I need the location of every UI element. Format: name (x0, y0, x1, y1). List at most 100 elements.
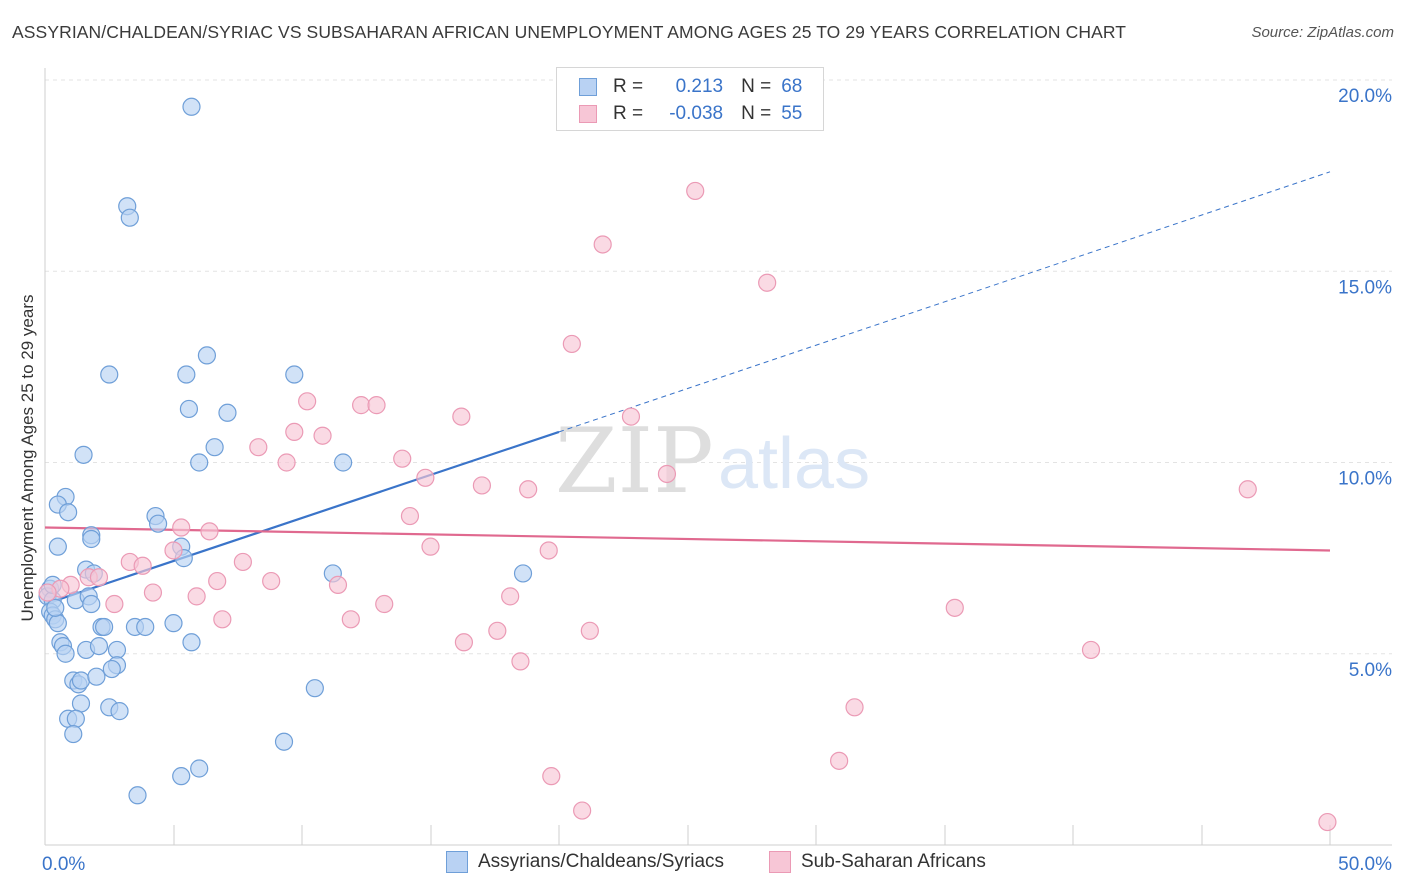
data-point-assyrian (46, 598, 65, 617)
data-point-assyrian (128, 786, 147, 805)
data-point-assyrian (274, 732, 294, 751)
legend-r-label: R = (613, 103, 644, 124)
data-point-subsaharan (367, 396, 386, 415)
source-label: Source: ZipAtlas.com (1251, 24, 1394, 41)
legend-row-subsaharan: R = -0.038 N = 55 (579, 102, 802, 126)
data-point-subsaharan (501, 587, 520, 606)
data-point-subsaharan (488, 621, 507, 640)
data-point-subsaharan (298, 392, 317, 411)
data-point-assyrian (87, 667, 106, 686)
data-point-subsaharan (375, 594, 394, 614)
legend-n-value: 68 (781, 76, 803, 97)
data-point-assyrian (100, 365, 119, 384)
data-point-assyrian (182, 633, 201, 652)
trendline-assyrian (44, 430, 560, 606)
data-point-subsaharan (1238, 480, 1257, 499)
data-point-subsaharan (233, 552, 252, 572)
tick-label-layer: 5.0% 10.0% 15.0% 20.0% 0.0% 50.0% (42, 86, 1392, 875)
legend-swatch-blue (579, 78, 597, 96)
data-point-assyrian (305, 679, 324, 698)
data-point-subsaharan (580, 621, 599, 640)
series-legend-swatch-blue (446, 851, 468, 873)
x-tick-label: 50.0% (1338, 854, 1392, 875)
data-point-subsaharan (621, 407, 641, 426)
data-point-subsaharan (133, 556, 152, 575)
legend-r-value: -0.038 (669, 103, 724, 124)
data-point-subsaharan (511, 652, 530, 671)
x-tick-label: 0.0% (42, 854, 85, 875)
data-point-subsaharan (89, 568, 109, 587)
data-point-subsaharan (657, 464, 677, 484)
data-point-assyrian (107, 640, 127, 660)
data-point-assyrian (71, 671, 91, 690)
data-point-assyrian (74, 445, 93, 464)
data-point-subsaharan (400, 506, 420, 526)
data-point-subsaharan (187, 587, 206, 606)
watermark-zip: ZIP (555, 409, 714, 514)
y-tick-label: 15.0% (1338, 277, 1392, 298)
data-point-subsaharan (277, 453, 296, 472)
data-point-assyrian (513, 564, 533, 583)
data-point-subsaharan (38, 583, 57, 602)
legend-swatch-pink (579, 105, 597, 123)
data-point-assyrian (71, 694, 91, 713)
data-point-assyrian (177, 365, 196, 384)
series-legend-label: Assyrians/Chaldeans/Syriacs (478, 851, 725, 872)
data-point-assyrian (190, 759, 209, 778)
data-point-assyrian (89, 636, 109, 656)
data-point-subsaharan (1318, 812, 1337, 832)
data-point-assyrian (110, 702, 129, 721)
data-point-subsaharan (393, 449, 412, 468)
data-point-assyrian (164, 614, 183, 633)
y-tick-label: 20.0% (1338, 86, 1392, 107)
legend-n-label: N = (741, 76, 772, 97)
chart-title: ASSYRIAN/CHALDEAN/SYRIAC VS SUBSAHARAN A… (12, 22, 1127, 42)
data-point-subsaharan (164, 541, 183, 560)
data-point-subsaharan (593, 235, 612, 254)
data-point-subsaharan (328, 575, 348, 595)
data-point-assyrian (182, 97, 201, 116)
data-point-assyrian (82, 529, 101, 549)
data-point-subsaharan (208, 571, 227, 591)
data-point-subsaharan (285, 422, 304, 441)
data-point-subsaharan (352, 396, 371, 415)
data-point-subsaharan (313, 426, 332, 445)
data-point-subsaharan (172, 518, 191, 537)
data-point-subsaharan (758, 273, 777, 292)
trendline-subsaharan (44, 526, 1331, 552)
data-point-subsaharan (143, 583, 163, 602)
legend-row-assyrian: R = 0.213 N = 68 (579, 75, 802, 99)
series-legend-swatch-pink (769, 851, 791, 873)
data-point-subsaharan (539, 541, 558, 560)
legend-n-label: N = (741, 103, 772, 124)
trend-layer (44, 171, 1331, 606)
data-point-subsaharan (830, 751, 849, 770)
points-layer (38, 93, 1337, 832)
watermark: ZIP atlas (555, 409, 870, 514)
data-point-subsaharan (200, 522, 219, 541)
data-point-subsaharan (454, 633, 474, 652)
data-point-assyrian (148, 514, 168, 533)
data-point-assyrian (66, 709, 85, 728)
series-legend-label: Sub-Saharan Africans (801, 851, 986, 872)
data-point-subsaharan (573, 801, 592, 820)
legend-r-label: R = (613, 76, 644, 97)
data-point-assyrian (136, 617, 155, 637)
data-point-subsaharan (562, 334, 581, 354)
series-legend: Assyrians/Chaldeans/Syriacs Sub-Saharan … (0, 851, 1406, 877)
data-point-assyrian (197, 346, 217, 365)
data-point-assyrian (102, 659, 121, 679)
data-point-subsaharan (519, 480, 538, 499)
legend-n-value: 55 (781, 103, 803, 124)
data-point-assyrian (334, 453, 353, 472)
data-point-assyrian (64, 724, 83, 744)
data-point-assyrian (218, 403, 237, 422)
data-point-assyrian (95, 617, 114, 637)
y-axis-label: Unemployment Among Ages 25 to 29 years (18, 294, 37, 622)
correlation-legend: R = 0.213 N = 68 R = -0.038 N = 55 (556, 67, 824, 131)
data-point-assyrian (56, 644, 75, 663)
data-point-assyrian (82, 594, 101, 614)
y-tick-label: 10.0% (1338, 469, 1392, 490)
data-point-subsaharan (213, 610, 232, 629)
